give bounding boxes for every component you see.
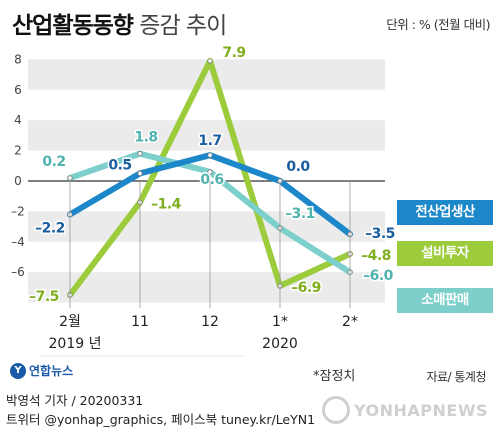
- byline: 박영석 기자 / 20200331: [6, 393, 144, 408]
- x-tick-label: 2월: [59, 314, 81, 330]
- data-label: 7.9: [222, 45, 245, 61]
- y-tick-label: 8: [14, 52, 22, 66]
- data-label: –1.4: [151, 196, 182, 212]
- y-tick-label: 4: [14, 113, 22, 127]
- preliminary-note: *잠정치: [313, 369, 356, 384]
- legend-industrial-production: 전산업생산: [397, 200, 493, 225]
- data-point: [207, 152, 213, 158]
- data-label: 0.5: [108, 157, 131, 173]
- x-tick-label: 11: [131, 314, 149, 330]
- brand-badge: Y 연합뉴스: [10, 362, 73, 379]
- data-point: [137, 151, 143, 157]
- y-tick-label: 6: [14, 83, 22, 97]
- y-tick-label: –6: [11, 265, 25, 279]
- source-label: 자료/ 통계청: [426, 370, 486, 384]
- y-axis: 8 6 4 2 0 –2 –4 –6: [11, 52, 385, 279]
- brand-icon: Y: [10, 362, 26, 379]
- year-label: 2020: [262, 336, 298, 352]
- data-label: –3.1: [285, 206, 315, 222]
- series-lines: [67, 57, 353, 298]
- data-label: –2.2: [35, 220, 65, 236]
- y-tick-label: –2: [11, 204, 25, 218]
- grid-band-2: [28, 211, 385, 242]
- data-label: 0.2: [42, 154, 65, 170]
- legend-facility-investment: 설비투자: [397, 241, 493, 266]
- data-label: –7.5: [29, 289, 59, 305]
- yonhap-logo: YONHAPNEWS: [322, 396, 488, 424]
- data-point: [67, 175, 73, 181]
- title-main: 산업활동동향: [12, 13, 134, 39]
- x-tick-label: 12: [201, 314, 219, 330]
- social-links: 트위터 @yonhap_graphics, 페이스북 tuney.kr/LeYN…: [6, 412, 316, 427]
- y-tick-label: 2: [14, 144, 22, 158]
- x-tick-label: 1*: [272, 314, 288, 330]
- data-label: –3.5: [365, 226, 395, 242]
- y-tick-label: –4: [11, 235, 25, 249]
- grid-band-1: [28, 120, 385, 151]
- data-label: 1.7: [198, 133, 221, 149]
- brand-name: 연합뉴스: [29, 364, 74, 378]
- y-tick-label: 0: [14, 174, 22, 188]
- data-point: [207, 58, 213, 64]
- data-point: [207, 169, 213, 175]
- data-label: 1.8: [134, 130, 157, 146]
- logo-text: YONHAPNEWS: [354, 400, 488, 420]
- grid-band-3: [28, 272, 385, 303]
- x-tick-label: 2*: [342, 314, 358, 330]
- unit-label: 단위 : % (전월 대비): [386, 17, 490, 32]
- x-axis: 2월 11 12 1* 2* 2019 년 2020: [40, 181, 358, 357]
- year-label: 2019 년: [49, 336, 102, 352]
- title-sub: 증감 추이: [139, 13, 227, 39]
- data-labels: –2.2 0.5 1.7 0.0 –3.5 –7.5 –1.4 7.9 –6.9 –4.8 0.2 1…: [28, 43, 397, 306]
- legend-retail-sales: 소매판매: [397, 288, 493, 313]
- logo-circle-icon: [322, 396, 350, 424]
- data-point: [137, 170, 143, 176]
- data-label: –6.0: [363, 268, 394, 284]
- footer: 박영석 기자 / 20200331 트위터 @yonhap_graphics, …: [0, 388, 500, 438]
- chart-title: 산업활동동향 증감 추이: [12, 6, 227, 40]
- data-label: –6.9: [291, 280, 321, 296]
- data-label: 0.0: [286, 159, 310, 175]
- line-chart: 8 6 4 2 0 –2 –4 –6 –2.2 0.5 1.7 0.0 –3.5 –7.5 –1.4 7.9…: [11, 43, 397, 357]
- data-label: –4.8: [361, 248, 391, 264]
- grid-bands: [28, 59, 385, 303]
- data-label: 0.6: [200, 172, 223, 188]
